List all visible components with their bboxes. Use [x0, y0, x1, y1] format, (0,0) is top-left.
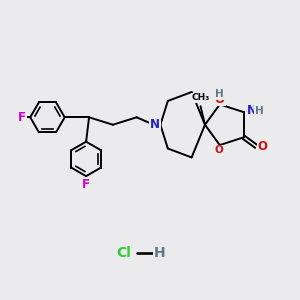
Text: F: F	[82, 178, 90, 191]
Text: H: H	[154, 245, 165, 260]
Text: N: N	[247, 104, 257, 117]
Text: H: H	[215, 89, 224, 99]
Text: N: N	[150, 118, 160, 131]
Text: Cl: Cl	[116, 245, 131, 260]
Text: H: H	[255, 106, 263, 116]
Text: O: O	[215, 92, 225, 106]
Text: F: F	[18, 111, 26, 124]
Text: O: O	[215, 146, 224, 155]
Text: CH₃: CH₃	[191, 94, 210, 103]
Text: O: O	[258, 140, 268, 153]
